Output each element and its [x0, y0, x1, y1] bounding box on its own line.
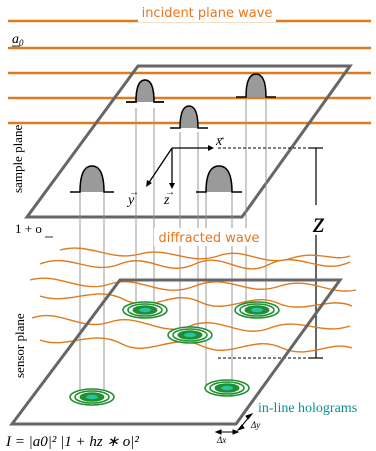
sample-object — [196, 165, 242, 193]
delta-y-label: Δy — [250, 420, 260, 430]
incident-wave-label: incident plane wave — [142, 6, 273, 21]
diffracted-wave-line — [39, 293, 353, 308]
hologram — [234, 301, 280, 319]
in-line-holograms-label: in-line holograms — [258, 401, 357, 416]
sample-objects — [70, 73, 276, 193]
hologram — [69, 388, 115, 406]
distance-z-label: z — [312, 206, 325, 239]
object-transmittance-label: 1 + o — [15, 221, 42, 236]
sample-plane-label: sample plane — [10, 125, 25, 193]
hologram — [167, 326, 213, 344]
intensity-equation: I = |a0|² |1 + hz ∗ o|² — [5, 434, 139, 450]
y-axis — [147, 147, 173, 185]
sample-object — [126, 79, 164, 103]
diffracted-waves — [29, 247, 357, 353]
sensor-plane-label: sensor plane — [12, 313, 27, 378]
sample-object — [236, 73, 276, 98]
incident-label-bg — [138, 4, 276, 22]
hologram — [122, 301, 168, 319]
amplitude-label: a0 — [12, 32, 24, 48]
svg-text:→: → — [129, 187, 139, 198]
diffracted-wave-line — [59, 247, 351, 262]
sample-object — [170, 105, 208, 129]
diffracted-wave-label: diffracted wave — [158, 231, 259, 246]
sensor-plane — [9, 278, 343, 426]
sample-plane — [24, 64, 353, 219]
svg-text:→: → — [216, 132, 226, 143]
holograms — [69, 301, 280, 406]
svg-text:→: → — [165, 187, 175, 198]
z-axis-label: z — [163, 193, 170, 208]
diffracted-wave-line — [39, 337, 353, 353]
pixel-pitch-markers — [214, 412, 254, 435]
x-axis-label: x — [215, 134, 223, 149]
distance-marker — [218, 147, 323, 359]
diffracted-wave-line — [39, 259, 351, 270]
sample-object — [70, 165, 114, 193]
coordinate-axes — [146, 145, 214, 189]
projection-lines — [79, 98, 267, 397]
delta-x-label: Δx — [216, 435, 226, 445]
y-axis-label: y — [126, 193, 135, 208]
hologram — [204, 379, 250, 397]
diffracted-wave-line — [31, 314, 351, 332]
diffracted-wave-line — [29, 277, 357, 292]
